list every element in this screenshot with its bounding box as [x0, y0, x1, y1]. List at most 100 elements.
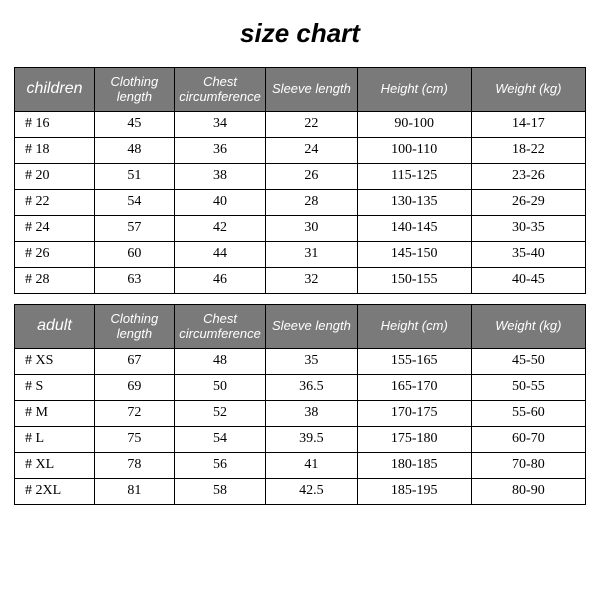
value-cell: 69	[94, 375, 174, 401]
table-row: # XS674835155-16545-50	[15, 349, 586, 375]
value-cell: 52	[174, 401, 265, 427]
size-cell: # 22	[15, 190, 95, 216]
column-header: Clothing length	[94, 305, 174, 349]
size-cell: # XL	[15, 453, 95, 479]
value-cell: 24	[266, 138, 357, 164]
size-chart-container: childrenClothing lengthChest circumferen…	[14, 67, 586, 505]
value-cell: 115-125	[357, 164, 471, 190]
value-cell: 70-80	[471, 453, 585, 479]
column-header: Weight (kg)	[471, 305, 585, 349]
value-cell: 57	[94, 216, 174, 242]
value-cell: 50-55	[471, 375, 585, 401]
value-cell: 170-175	[357, 401, 471, 427]
value-cell: 14-17	[471, 112, 585, 138]
value-cell: 35-40	[471, 242, 585, 268]
table-row: # L755439.5175-18060-70	[15, 427, 586, 453]
value-cell: 55-60	[471, 401, 585, 427]
value-cell: 46	[174, 268, 265, 294]
value-cell: 81	[94, 479, 174, 505]
value-cell: 78	[94, 453, 174, 479]
value-cell: 36.5	[266, 375, 357, 401]
value-cell: 26-29	[471, 190, 585, 216]
table-row: # 18483624100-11018-22	[15, 138, 586, 164]
size-cell: # L	[15, 427, 95, 453]
value-cell: 54	[174, 427, 265, 453]
group-label: adult	[15, 305, 95, 349]
table-row: # 28634632150-15540-45	[15, 268, 586, 294]
value-cell: 30-35	[471, 216, 585, 242]
value-cell: 58	[174, 479, 265, 505]
table-row: # 22544028130-13526-29	[15, 190, 586, 216]
value-cell: 22	[266, 112, 357, 138]
value-cell: 34	[174, 112, 265, 138]
value-cell: 31	[266, 242, 357, 268]
table-row: # 20513826115-12523-26	[15, 164, 586, 190]
size-table: adultClothing lengthChest circumferenceS…	[14, 304, 586, 505]
value-cell: 67	[94, 349, 174, 375]
value-cell: 60-70	[471, 427, 585, 453]
table-row: # 26604431145-15035-40	[15, 242, 586, 268]
value-cell: 56	[174, 453, 265, 479]
value-cell: 38	[266, 401, 357, 427]
value-cell: 145-150	[357, 242, 471, 268]
column-header: Weight (kg)	[471, 68, 585, 112]
value-cell: 50	[174, 375, 265, 401]
value-cell: 44	[174, 242, 265, 268]
value-cell: 54	[94, 190, 174, 216]
value-cell: 48	[94, 138, 174, 164]
size-cell: # 16	[15, 112, 95, 138]
column-header: Sleeve length	[266, 305, 357, 349]
table-row: # S695036.5165-17050-55	[15, 375, 586, 401]
page-title: size chart	[14, 18, 586, 49]
size-cell: # 28	[15, 268, 95, 294]
value-cell: 39.5	[266, 427, 357, 453]
column-header: Clothing length	[94, 68, 174, 112]
value-cell: 35	[266, 349, 357, 375]
value-cell: 45	[94, 112, 174, 138]
size-cell: # 20	[15, 164, 95, 190]
value-cell: 42	[174, 216, 265, 242]
value-cell: 150-155	[357, 268, 471, 294]
size-cell: # 18	[15, 138, 95, 164]
value-cell: 60	[94, 242, 174, 268]
column-header: Height (cm)	[357, 305, 471, 349]
table-row: # XL785641180-18570-80	[15, 453, 586, 479]
value-cell: 130-135	[357, 190, 471, 216]
value-cell: 32	[266, 268, 357, 294]
value-cell: 40	[174, 190, 265, 216]
value-cell: 80-90	[471, 479, 585, 505]
value-cell: 36	[174, 138, 265, 164]
value-cell: 30	[266, 216, 357, 242]
table-row: # 24574230140-14530-35	[15, 216, 586, 242]
value-cell: 140-145	[357, 216, 471, 242]
value-cell: 75	[94, 427, 174, 453]
value-cell: 18-22	[471, 138, 585, 164]
value-cell: 180-185	[357, 453, 471, 479]
value-cell: 23-26	[471, 164, 585, 190]
value-cell: 42.5	[266, 479, 357, 505]
size-table: childrenClothing lengthChest circumferen…	[14, 67, 586, 294]
value-cell: 51	[94, 164, 174, 190]
size-cell: # S	[15, 375, 95, 401]
group-label: children	[15, 68, 95, 112]
value-cell: 48	[174, 349, 265, 375]
value-cell: 72	[94, 401, 174, 427]
column-header: Height (cm)	[357, 68, 471, 112]
value-cell: 100-110	[357, 138, 471, 164]
value-cell: 90-100	[357, 112, 471, 138]
value-cell: 40-45	[471, 268, 585, 294]
table-row: # 2XL815842.5185-19580-90	[15, 479, 586, 505]
value-cell: 165-170	[357, 375, 471, 401]
size-cell: # M	[15, 401, 95, 427]
value-cell: 38	[174, 164, 265, 190]
table-row: # M725238170-17555-60	[15, 401, 586, 427]
value-cell: 41	[266, 453, 357, 479]
value-cell: 63	[94, 268, 174, 294]
table-row: # 1645342290-10014-17	[15, 112, 586, 138]
value-cell: 28	[266, 190, 357, 216]
value-cell: 175-180	[357, 427, 471, 453]
column-header: Chest circumference	[174, 68, 265, 112]
column-header: Sleeve length	[266, 68, 357, 112]
column-header: Chest circumference	[174, 305, 265, 349]
size-cell: # 24	[15, 216, 95, 242]
